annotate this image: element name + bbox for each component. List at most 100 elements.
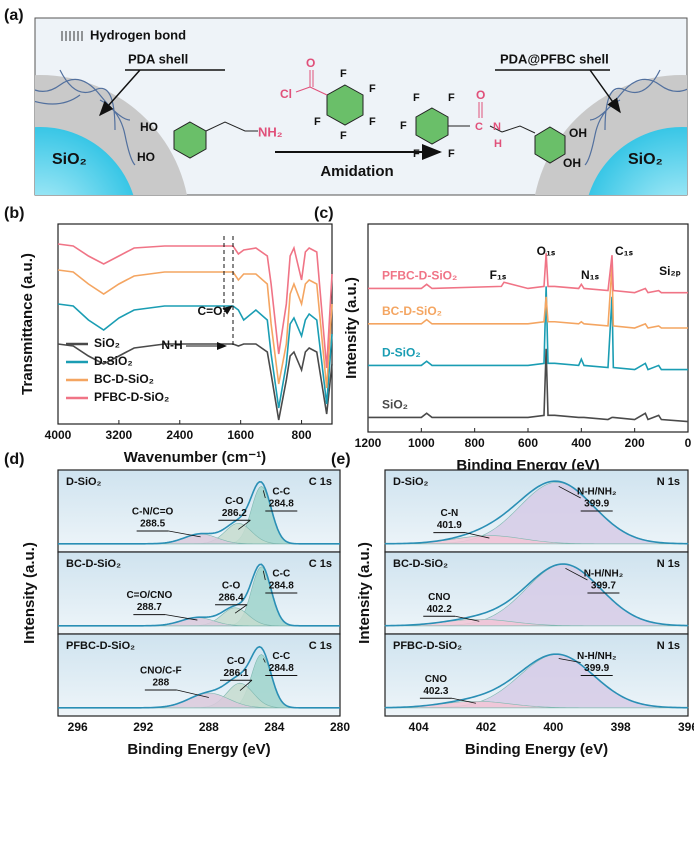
peak-name: C-N/C=O (132, 507, 174, 518)
x-tick-label: 800 (465, 436, 485, 450)
sample-label: D-SiO₂ (66, 476, 102, 488)
panel-label: (c) (314, 205, 334, 222)
annotation: N-H (161, 338, 182, 352)
atom: F (369, 116, 376, 128)
shell-label: PDA@PFBC shell (500, 51, 609, 66)
atom: F (448, 148, 455, 160)
atom: F (413, 92, 420, 104)
sample-label: PFBC-D-SiO₂ (66, 640, 135, 652)
x-tick-label: 1200 (355, 436, 382, 450)
x-axis-label: Wavenumber (cm⁻¹) (124, 449, 266, 466)
region-label: C 1s (309, 476, 332, 488)
annotation: C₁ₛ (615, 244, 634, 258)
spectrum (368, 349, 688, 422)
region-label: N 1s (657, 640, 680, 652)
peak-position: 286.4 (219, 592, 244, 603)
legend-text: Hydrogen bond (90, 27, 186, 42)
atom: F (340, 68, 347, 80)
x-tick-label: 4000 (45, 428, 72, 442)
region-label: N 1s (657, 558, 680, 570)
x-tick-label: 288 (199, 720, 219, 734)
peak-position: 402.3 (423, 686, 448, 697)
x-tick-label: 280 (330, 720, 350, 734)
peak-name: C-C (272, 487, 290, 498)
x-tick-label: 0 (685, 436, 692, 450)
peak-name: N-H/NH₂ (584, 569, 623, 580)
peak-name: C=O/CNO (126, 590, 172, 601)
atom: N (493, 121, 501, 133)
peak-position: 401.9 (437, 520, 462, 531)
atom: F (314, 116, 321, 128)
atom: HO (140, 120, 158, 134)
legend-label: PFBC-D-SiO₂ (94, 390, 169, 404)
annotation: F₁ₛ (490, 268, 507, 282)
y-axis-label: Intensity (a.u.) (21, 542, 38, 644)
panel-label: (a) (4, 7, 24, 24)
panel-label: (d) (4, 451, 24, 468)
peak-name: CNO (428, 592, 450, 603)
region-label: N 1s (657, 476, 680, 488)
sample-label: BC-D-SiO₂ (393, 558, 448, 570)
peak-position: 288.7 (137, 602, 162, 613)
y-axis-label: Transmittance (a.u.) (19, 253, 36, 395)
shell-label: PDA shell (128, 51, 188, 66)
legend-label: BC-D-SiO₂ (382, 304, 442, 318)
x-tick-label: 600 (518, 436, 538, 450)
x-tick-label: 296 (68, 720, 88, 734)
atom: H (494, 138, 502, 150)
peak-position: 288.5 (140, 519, 165, 530)
atom: HO (137, 150, 155, 164)
peak-name: C-O (225, 496, 244, 507)
x-tick-label: 404 (409, 720, 429, 734)
annotation-arrow (224, 306, 232, 312)
atom: C (475, 121, 483, 133)
panel-label: (e) (331, 451, 351, 468)
x-tick-label: 1000 (408, 436, 435, 450)
arrow-label: Amidation (320, 163, 393, 180)
annotation: C=O (197, 304, 222, 318)
peak-position: 399.9 (584, 499, 609, 510)
x-tick-label: 1600 (227, 428, 254, 442)
peak-position: 399.9 (584, 663, 609, 674)
annotation: N₁ₛ (581, 268, 600, 282)
x-tick-label: 402 (476, 720, 496, 734)
annotation: O₁ₛ (537, 244, 556, 258)
spectrum (58, 270, 332, 388)
atom: O (306, 56, 315, 70)
atom: F (413, 148, 420, 160)
region-label: C 1s (309, 640, 332, 652)
peak-position: 284.8 (269, 581, 294, 592)
core-label: SiO₂ (628, 151, 663, 168)
peak-position: 402.2 (427, 604, 452, 615)
legend-label: D-SiO₂ (94, 354, 133, 368)
peak-name: N-H/NH₂ (577, 487, 616, 498)
atom: Cl (280, 87, 292, 101)
peak-position: 288 (152, 678, 169, 689)
peak-position: 286.2 (222, 508, 247, 519)
peak-name: CNO (425, 674, 447, 685)
y-axis-label: Intensity (a.u.) (356, 542, 373, 644)
x-tick-label: 2400 (166, 428, 193, 442)
atom: O (476, 88, 485, 102)
core-label: SiO₂ (52, 151, 87, 168)
atom: F (340, 130, 347, 142)
peak-position: 284.8 (269, 499, 294, 510)
peak-name: CNO/C-F (140, 666, 182, 677)
peak-position: 284.8 (269, 663, 294, 674)
x-tick-label: 400 (543, 720, 563, 734)
sample-label: BC-D-SiO₂ (66, 558, 121, 570)
peak-name: C-N (440, 508, 458, 519)
sample-label: D-SiO₂ (393, 476, 429, 488)
region-label: C 1s (309, 558, 332, 570)
annotation: Si₂ₚ (659, 264, 681, 278)
peak-position: 399.7 (591, 581, 616, 592)
peak-name: C-C (272, 569, 290, 580)
peak-name: C-C (272, 651, 290, 662)
marker-line (224, 236, 233, 346)
peak-position: 286.1 (223, 668, 248, 679)
atom: NH₂ (258, 124, 283, 139)
x-tick-label: 400 (571, 436, 591, 450)
atom: F (448, 92, 455, 104)
atom: F (400, 120, 407, 132)
x-axis-label: Binding Energy (eV) (465, 741, 608, 758)
